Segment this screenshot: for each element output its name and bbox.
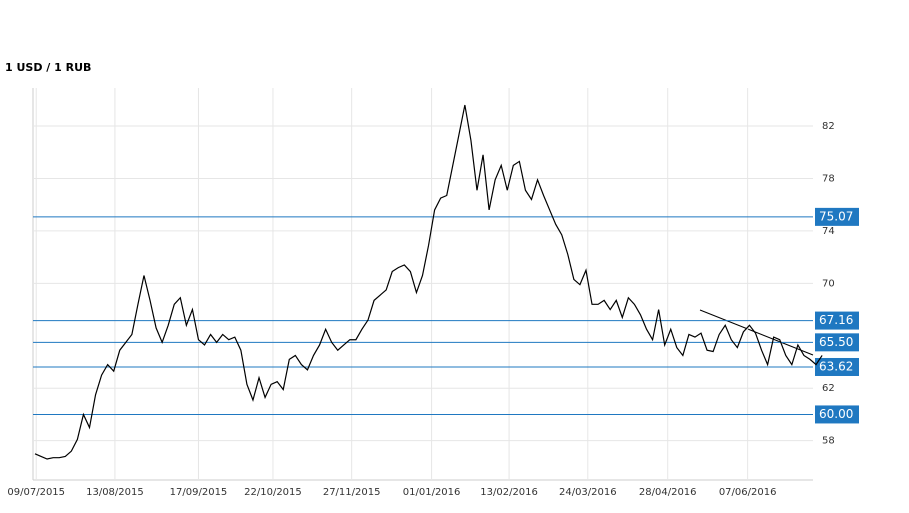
x-tick-label: 17/09/2015 bbox=[170, 487, 228, 498]
x-tick-label: 22/10/2015 bbox=[244, 487, 302, 498]
level-label-box bbox=[815, 405, 859, 424]
y-tick-label: 58 bbox=[822, 436, 835, 447]
chart-title: 1 USD / 1 RUB bbox=[5, 61, 91, 74]
price-line bbox=[34, 104, 823, 460]
x-tick-label: 24/03/2016 bbox=[559, 487, 617, 498]
y-tick-label: 82 bbox=[822, 121, 835, 132]
trend-line bbox=[699, 309, 814, 356]
y-tick-label: 78 bbox=[822, 173, 835, 184]
y-tick-label: 62 bbox=[822, 383, 835, 394]
level-label-box bbox=[815, 333, 859, 352]
level-label-box bbox=[815, 311, 859, 330]
x-tick-label: 01/01/2016 bbox=[403, 487, 461, 498]
level-label: 60.00 bbox=[819, 407, 853, 421]
y-tick-label: 74 bbox=[822, 226, 835, 237]
x-tick-label: 28/04/2016 bbox=[639, 487, 697, 498]
level-label: 65.50 bbox=[819, 335, 853, 349]
level-label: 63.62 bbox=[819, 359, 853, 373]
x-tick-label: 09/07/2015 bbox=[7, 487, 65, 498]
x-tick-label: 13/08/2015 bbox=[86, 487, 144, 498]
level-label: 67.16 bbox=[819, 313, 853, 327]
level-label-box bbox=[815, 207, 859, 226]
level-label-box bbox=[815, 357, 859, 376]
x-tick-label: 13/02/2016 bbox=[480, 487, 538, 498]
x-tick-label: 07/06/2016 bbox=[719, 487, 777, 498]
level-label: 75.07 bbox=[819, 209, 853, 223]
x-tick-label: 27/11/2015 bbox=[323, 487, 381, 498]
y-tick-label: 70 bbox=[822, 278, 835, 289]
